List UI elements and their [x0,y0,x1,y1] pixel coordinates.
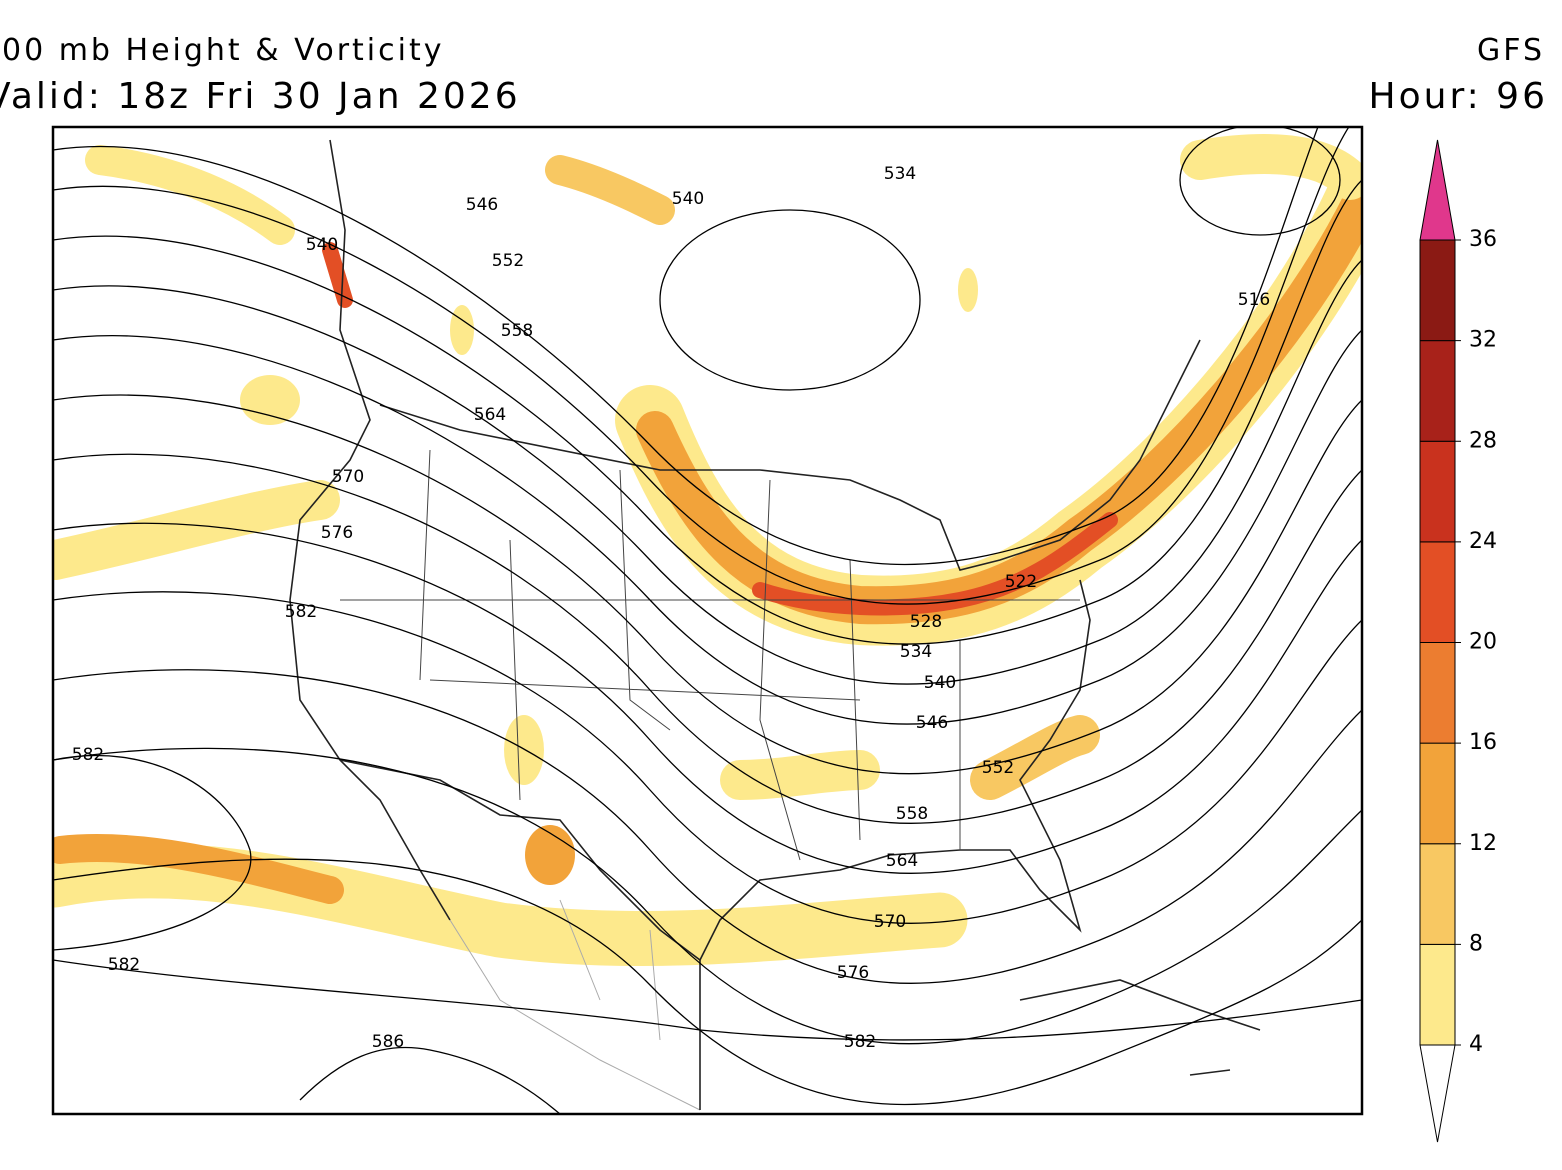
contour-label: 516 [1238,290,1270,310]
map-background [53,127,1362,1114]
contour-label: 586 [372,1032,404,1052]
contour-label: 522 [1005,572,1037,592]
contour-label: 564 [886,851,918,871]
contour-label: 540 [924,673,956,693]
contour-line [53,259,1362,685]
colorbar-tick-label: 36 [1469,227,1497,252]
colorbar-tick-label: 24 [1469,529,1497,554]
contour-line [53,747,1362,1045]
colorbar-segment [1419,742,1456,845]
contour-label: 534 [884,164,916,184]
colorbar-tick-label: 28 [1469,428,1497,453]
contour-line [53,959,1362,1041]
contour-label: 534 [900,642,932,662]
colorbar-segment [1419,440,1456,543]
contour-labels: 522 528 534 540 546 552 558 564 570 576 … [72,164,1270,1052]
contour-line [53,669,1362,984]
contour-line [53,127,1319,566]
colorbar-segment [1419,239,1456,342]
contour-label: 540 [672,189,704,209]
mexico-lines [449,899,701,1111]
contour-label: 546 [916,713,948,733]
contour-label: 582 [72,745,104,765]
contour-line [53,329,1362,725]
west-coast [289,139,451,921]
colorbar-segment [1419,541,1456,643]
model-name: GFS [1477,33,1545,68]
colorbar-under [1419,1044,1456,1143]
contour-label: 552 [492,251,524,271]
contour-line [53,591,1362,924]
contour-line [53,394,1362,775]
colorbar-tick-label: 4 [1469,1032,1483,1057]
us-south-coast [339,579,1091,962]
contour-label: 576 [321,523,353,543]
contour-line [299,1046,561,1114]
colorbar-tick-label: 8 [1469,931,1483,956]
colorbar-segment [1419,642,1456,744]
contour-label: 540 [306,235,338,255]
contour-label: 528 [910,612,942,632]
contour-label: 552 [982,758,1014,778]
colorbar: 4 8 12 16 20 24 28 32 36 [1419,139,1497,1143]
colorbar-segment [1419,943,1456,1046]
contour-line [53,453,1362,824]
contour-line [53,858,1362,1106]
contour-line [53,522,1362,874]
contour-label: 582 [285,602,317,622]
contour-line [53,179,1362,645]
contour-line [1179,127,1341,236]
contour-label: 558 [501,321,533,341]
contour-label: 564 [474,405,506,425]
colorbar-tick-label: 16 [1469,730,1497,755]
state-lines [340,449,1080,861]
contour-line [659,209,921,391]
contour-label: 570 [332,467,364,487]
colorbar-tick-label: 20 [1469,630,1497,655]
contour-line [53,754,252,951]
contour-label: 582 [844,1032,876,1052]
height-contours [53,127,1362,1114]
colorbar-tick-label: 12 [1469,831,1497,856]
contour-label: 570 [874,912,906,932]
colorbar-segment [1419,843,1456,945]
contour-label: 558 [896,804,928,824]
colorbar-over [1419,139,1456,241]
valid-time: Valid: 18z Fri 30 Jan 2026 [0,76,521,117]
map-frame [51,125,1364,1116]
contour-label: 546 [466,195,498,215]
colorbar-tick-label: 32 [1469,328,1497,353]
title: 00 mb Height & Vorticity [2,33,444,68]
contour-label: 576 [837,963,869,983]
map-area: 522 528 534 540 546 552 558 564 570 576 … [53,127,1362,1114]
contour-label: 582 [108,955,140,975]
contour-line [53,127,1350,605]
colorbar-segment [1419,340,1456,442]
forecast-hour: Hour: 96 [1369,76,1548,117]
gulf-caribbean [699,960,1261,1110]
